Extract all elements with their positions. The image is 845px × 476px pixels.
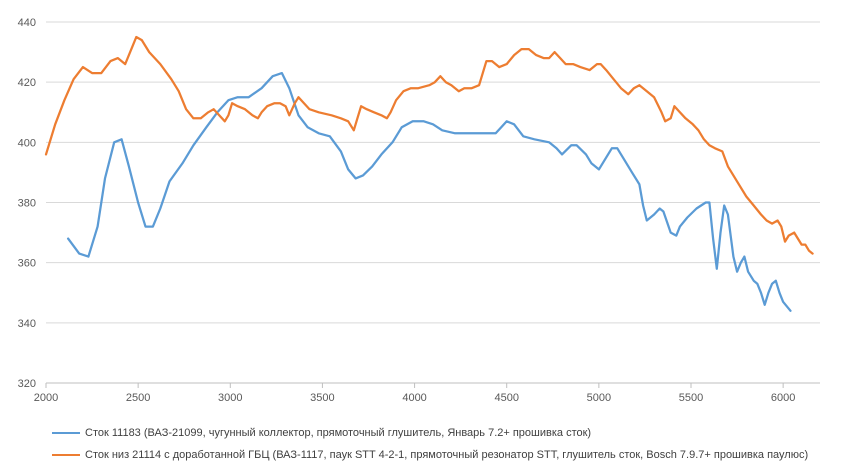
legend-item-series-1: Сток 11183 (ВАЗ-21099, чугунный коллекто… — [52, 422, 842, 444]
legend-label-series-1: Сток 11183 (ВАЗ-21099, чугунный коллекто… — [85, 427, 592, 439]
y-tick-label: 340 — [18, 318, 36, 330]
legend-swatch-series-2 — [52, 454, 80, 456]
x-tick-label: 4000 — [402, 392, 426, 404]
y-tick-label: 420 — [18, 77, 36, 89]
y-tick-label: 380 — [18, 198, 36, 210]
y-axis-tick-labels: 320 340 360 380 400 420 440 — [18, 17, 36, 390]
x-tick-label: 3000 — [218, 392, 242, 404]
y-tick-label: 320 — [18, 378, 36, 390]
x-tick-label: 6000 — [771, 392, 795, 404]
series-lines — [44, 35, 814, 312]
legend-item-series-2: Сток низ 21114 с доработанной ГБЦ (ВАЗ-1… — [52, 444, 842, 466]
series-line-2 — [44, 35, 814, 255]
legend-swatch-series-1 — [52, 432, 80, 434]
y-tick-label: 440 — [18, 17, 36, 29]
x-tick-label: 3500 — [310, 392, 334, 404]
axes — [45, 382, 820, 388]
y-tick-label: 400 — [18, 137, 36, 149]
x-tick-label: 2000 — [34, 392, 58, 404]
x-tick-label: 4500 — [494, 392, 518, 404]
x-tick-label: 5500 — [679, 392, 703, 404]
y-tick-label: 360 — [18, 258, 36, 270]
legend-label-series-2: Сток низ 21114 с доработанной ГБЦ (ВАЗ-1… — [85, 449, 809, 461]
x-axis-tick-labels: 2000 2500 3000 3500 4000 4500 5000 5500 6000 — [34, 392, 796, 404]
legend: Сток 11183 (ВАЗ-21099, чугунный коллекто… — [52, 422, 842, 466]
line-chart: 320 340 360 380 400 420 440 2000 2500 3000 3500 40… — [18, 17, 820, 404]
x-tick-label: 2500 — [126, 392, 150, 404]
series-line-1 — [66, 71, 792, 312]
x-tick-label: 5000 — [587, 392, 611, 404]
